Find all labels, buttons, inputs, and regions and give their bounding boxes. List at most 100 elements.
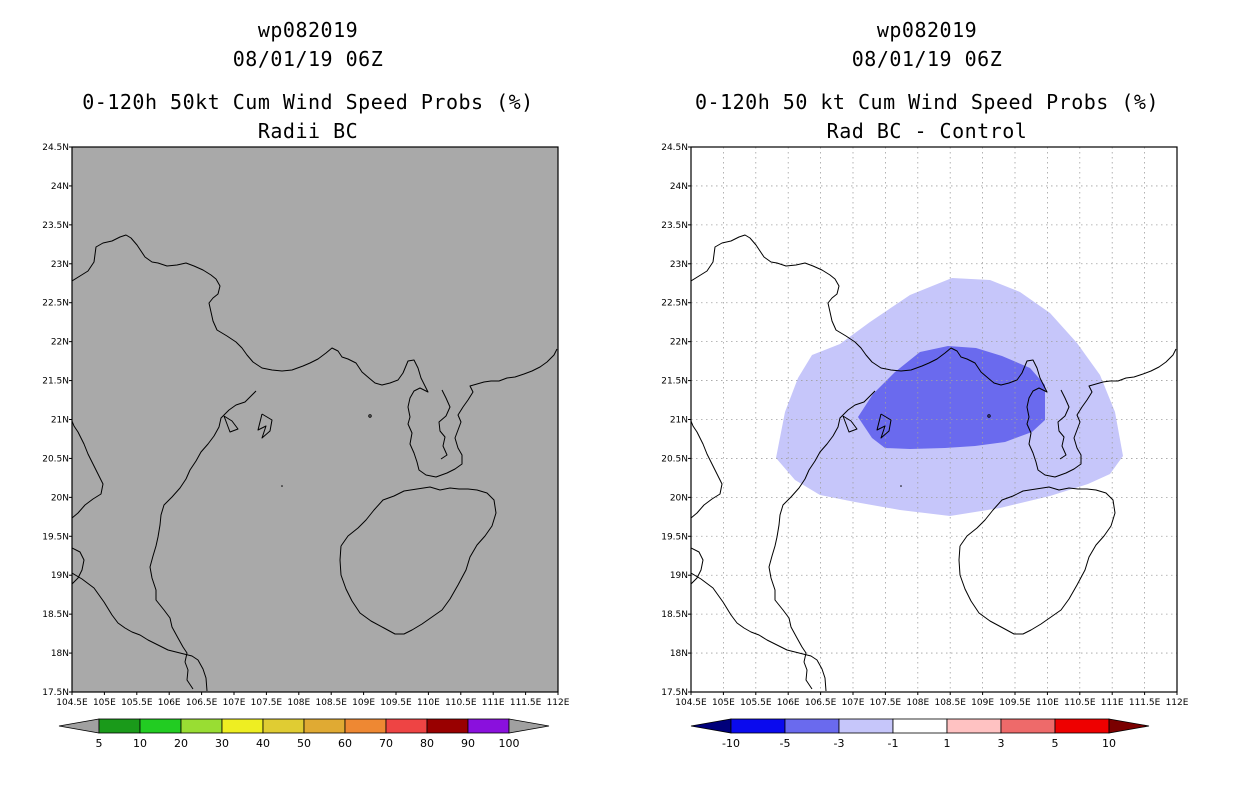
left-colorbar: 5 10 20 30 40 50 60 70 80 90 100 bbox=[58, 718, 550, 750]
right-panel-title: wp082019 08/01/19 06Z 0-120h 50 kt Cum W… bbox=[677, 16, 1177, 146]
coastline-segment bbox=[691, 547, 704, 585]
colorbar-label: 40 bbox=[256, 737, 270, 750]
colorbar-high-arrow bbox=[508, 718, 550, 734]
x-tick-label: 110.5E bbox=[1064, 698, 1096, 708]
colorbar-label: 10 bbox=[1102, 737, 1116, 750]
x-tick-label: 111.5E bbox=[510, 698, 542, 708]
colorbar-cell bbox=[221, 718, 264, 734]
y-tick-label: 18N bbox=[670, 649, 688, 659]
coastline-segment bbox=[803, 661, 813, 690]
colorbar-label: 20 bbox=[174, 737, 188, 750]
colorbar-label: 10 bbox=[133, 737, 147, 750]
coastline-segment bbox=[691, 420, 723, 519]
y-tick-label: 24N bbox=[670, 182, 688, 192]
colorbar-cell bbox=[303, 718, 346, 734]
coastline-segment bbox=[72, 572, 208, 692]
coastline-segment bbox=[223, 415, 239, 433]
y-tick-label: 22N bbox=[51, 338, 69, 348]
x-tick-label: 111.5E bbox=[1129, 698, 1161, 708]
coastline-segment bbox=[72, 234, 558, 478]
x-tick-label: 109.5E bbox=[380, 698, 412, 708]
map-background bbox=[72, 147, 558, 692]
x-tick-label: 109E bbox=[352, 698, 375, 708]
product-subtitle: Rad BC - Control bbox=[826, 119, 1028, 143]
probability-difference-inner-area bbox=[858, 346, 1045, 449]
colorbar-cell bbox=[385, 718, 428, 734]
product-subtitle: Radii BC bbox=[257, 119, 359, 143]
colorbar-label: 90 bbox=[461, 737, 475, 750]
colorbar-cell bbox=[1054, 718, 1110, 734]
x-tick-label: 110.5E bbox=[445, 698, 477, 708]
colorbar-label: -5 bbox=[780, 737, 791, 750]
coastline-segment bbox=[149, 390, 257, 663]
y-tick-label: 19.5N bbox=[42, 532, 69, 542]
x-tick-label: 105.5E bbox=[740, 698, 772, 708]
colorbar-cell bbox=[838, 718, 894, 734]
y-tick-label: 24.5N bbox=[661, 143, 688, 153]
colorbar-cell bbox=[344, 718, 387, 734]
x-tick-label: 105E bbox=[93, 698, 116, 708]
y-tick-label: 23.5N bbox=[42, 221, 69, 231]
x-tick-label: 106.5E bbox=[186, 698, 218, 708]
y-tick-label: 20.5N bbox=[661, 454, 688, 464]
y-tick-label: 23N bbox=[670, 260, 688, 270]
x-tick-label: 104.5E bbox=[675, 698, 707, 708]
coastline bbox=[691, 234, 1177, 692]
x-tick-label: 109E bbox=[971, 698, 994, 708]
colorbar-label: 5 bbox=[1052, 737, 1059, 750]
x-tick-label: 110E bbox=[417, 698, 440, 708]
colorbar-label: 50 bbox=[297, 737, 311, 750]
x-tick-label: 106E bbox=[777, 698, 800, 708]
y-tick-label: 20N bbox=[51, 493, 69, 503]
x-tick-label: 108.5E bbox=[934, 698, 966, 708]
x-tick-label: 105.5E bbox=[121, 698, 153, 708]
coastline-segment bbox=[842, 415, 858, 433]
island bbox=[368, 414, 372, 418]
colorbar-cell bbox=[426, 718, 469, 734]
x-tick-label: 107.5E bbox=[251, 698, 283, 708]
forecast-time: 08/01/19 06Z bbox=[851, 47, 1003, 71]
coastline-segment bbox=[72, 420, 104, 519]
colorbar-cell bbox=[139, 718, 182, 734]
colorbar-low-arrow bbox=[690, 718, 732, 734]
coastline-segment bbox=[72, 547, 85, 585]
y-tick-label: 22.5N bbox=[42, 299, 69, 309]
x-tick-label: 112E bbox=[547, 698, 570, 708]
x-tick-label: 104.5E bbox=[56, 698, 88, 708]
y-tick-label: 24N bbox=[51, 182, 69, 192]
coastline-segment bbox=[691, 572, 827, 692]
x-tick-label: 112E bbox=[1166, 698, 1189, 708]
product-title: 0-120h 50 kt Cum Wind Speed Probs (%) bbox=[694, 90, 1160, 114]
colorbar-cell bbox=[180, 718, 223, 734]
y-tick-label: 19N bbox=[51, 571, 69, 581]
colorbar-low-arrow bbox=[58, 718, 100, 734]
colorbar-label: 100 bbox=[499, 737, 520, 750]
island bbox=[281, 485, 283, 487]
x-tick-label: 107E bbox=[842, 698, 865, 708]
x-tick-label: 105E bbox=[712, 698, 735, 708]
y-tick-label: 23N bbox=[51, 260, 69, 270]
x-tick-label: 108E bbox=[287, 698, 310, 708]
x-tick-label: 107E bbox=[223, 698, 246, 708]
colorbar-label: -1 bbox=[888, 737, 899, 750]
y-tick-label: 20.5N bbox=[42, 454, 69, 464]
x-tick-label: 107.5E bbox=[870, 698, 902, 708]
colorbar-cell bbox=[1000, 718, 1056, 734]
y-tick-label: 18.5N bbox=[42, 610, 69, 620]
y-tick-label: 21.5N bbox=[661, 377, 688, 387]
colorbar-label: 1 bbox=[944, 737, 951, 750]
colorbar-label: -10 bbox=[722, 737, 740, 750]
y-tick-label: 21.5N bbox=[42, 377, 69, 387]
colorbar-cell bbox=[730, 718, 786, 734]
forecast-time: 08/01/19 06Z bbox=[232, 47, 384, 71]
y-tick-label: 17.5N bbox=[661, 688, 688, 698]
y-tick-label: 22.5N bbox=[661, 299, 688, 309]
colorbar-label: 5 bbox=[96, 737, 103, 750]
y-tick-label: 19.5N bbox=[661, 532, 688, 542]
coastline-segment bbox=[958, 486, 1116, 635]
left-panel-title: wp082019 08/01/19 06Z 0-120h 50kt Cum Wi… bbox=[58, 16, 558, 146]
x-tick-label: 106.5E bbox=[805, 698, 837, 708]
colorbar-cell bbox=[892, 718, 948, 734]
x-tick-label: 111E bbox=[1101, 698, 1124, 708]
coastline-segment bbox=[339, 486, 497, 635]
